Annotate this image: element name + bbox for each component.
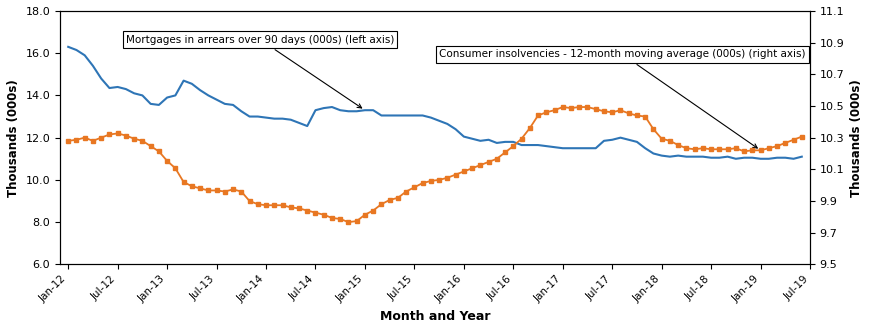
Text: Mortgages in arrears over 90 days (000s) (left axis): Mortgages in arrears over 90 days (000s)… (126, 35, 394, 108)
Y-axis label: Thousands (000s): Thousands (000s) (7, 79, 20, 197)
Text: Consumer insolvencies - 12-month moving average (000s) (right axis): Consumer insolvencies - 12-month moving … (439, 50, 805, 148)
X-axis label: Month and Year: Month and Year (379, 310, 490, 323)
Y-axis label: Thousands (000s): Thousands (000s) (849, 79, 862, 197)
